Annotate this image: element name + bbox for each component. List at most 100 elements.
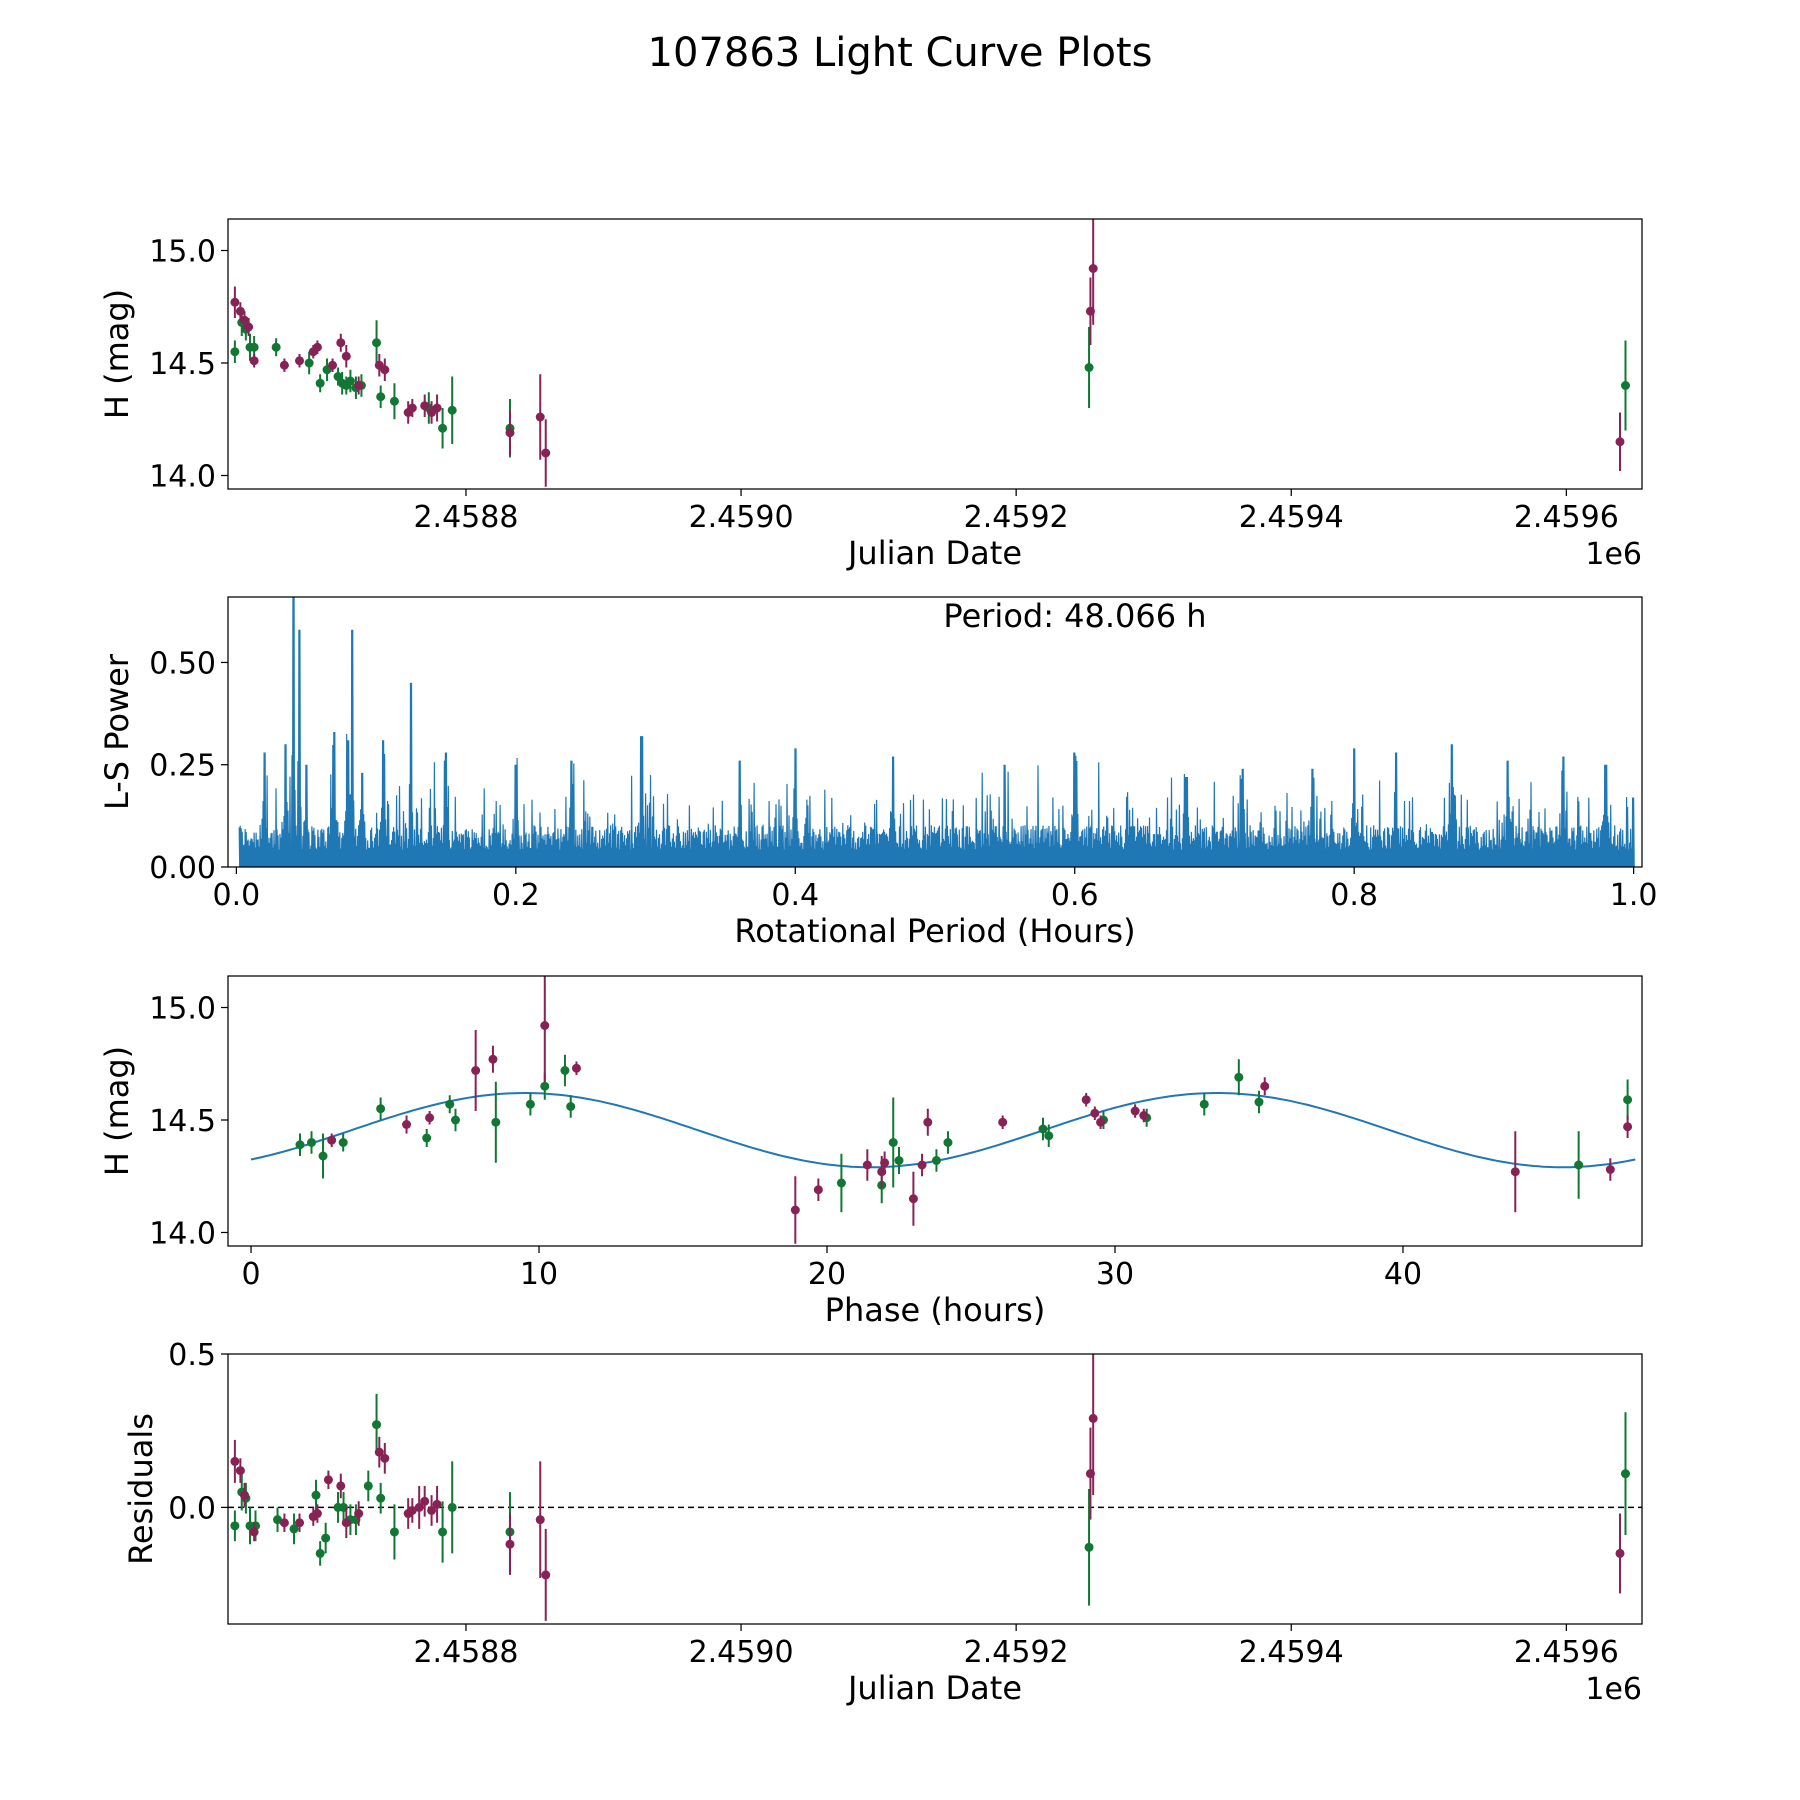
data-point	[888, 1138, 898, 1147]
data-point	[790, 1205, 800, 1215]
data-point	[312, 1509, 322, 1519]
data-point	[491, 1117, 501, 1127]
data-point	[295, 356, 305, 366]
data-point	[279, 360, 289, 370]
data-point	[315, 1548, 325, 1558]
y-tick-label: 0.5	[168, 1338, 216, 1373]
data-point	[327, 1135, 337, 1145]
data-point	[505, 428, 515, 438]
plot-area	[228, 1354, 1642, 1621]
x-tick-label: 2.4588	[413, 500, 518, 535]
data-point	[420, 401, 430, 411]
data-point	[414, 1502, 424, 1512]
data-point	[1574, 1160, 1584, 1170]
data-point	[249, 342, 259, 352]
x-tick-label: 2.4596	[1514, 1635, 1619, 1670]
data-point	[1254, 1097, 1264, 1107]
data-point	[389, 396, 399, 406]
data-point	[333, 372, 343, 381]
data-point	[315, 378, 325, 388]
data-point	[328, 360, 338, 370]
periodogram-line	[238, 597, 1635, 867]
data-point	[307, 1138, 317, 1147]
data-point	[244, 322, 254, 332]
plot-area	[230, 219, 1630, 487]
data-point	[372, 338, 382, 348]
y-axis-label: H (mag)	[98, 289, 136, 419]
data-point	[566, 1102, 576, 1111]
x-tick-label: 2.4590	[689, 1635, 794, 1670]
x-tick-label: 2.4594	[1239, 500, 1344, 535]
data-point	[271, 342, 281, 352]
data-point	[471, 1066, 481, 1075]
x-tick-label: 0.4	[771, 878, 819, 913]
data-point	[432, 403, 442, 413]
data-point	[389, 1527, 399, 1537]
x-tick-label: 10	[520, 1257, 558, 1292]
data-point	[295, 1140, 305, 1150]
chart-panel-residuals: 2.4588 2.4590 2.4592 2.4594 2.4596 0.0 0.5 Juli…	[122, 1338, 1643, 1707]
data-point	[560, 1066, 570, 1075]
data-point	[249, 1527, 259, 1537]
data-point	[505, 1539, 515, 1549]
data-point	[1260, 1081, 1270, 1091]
data-point	[923, 1117, 933, 1127]
data-point	[240, 315, 250, 325]
model-curve	[250, 1092, 1636, 1169]
x-tick-label: 1.0	[1610, 878, 1658, 913]
data-point	[1234, 1072, 1244, 1082]
data-point	[376, 1493, 386, 1503]
data-point	[318, 1151, 328, 1161]
chart-panel-periodogram: 0.0 0.2 0.4 0.6 0.8 1.0 0.00 0.25 0.50 Rotational…	[98, 596, 1658, 950]
data-point	[1615, 437, 1625, 447]
x-tick-label: 2.4592	[964, 500, 1069, 535]
y-tick-label: 0.50	[149, 646, 216, 681]
data-point	[1620, 1469, 1630, 1479]
data-point	[1088, 1413, 1098, 1423]
data-point	[1199, 1099, 1209, 1109]
data-point	[836, 1178, 846, 1188]
data-point	[432, 1499, 442, 1509]
y-tick-label: 14.0	[149, 460, 216, 495]
x-tick-label: 0.0	[213, 878, 261, 913]
y-tick-label: 14.5	[149, 1104, 216, 1139]
period-annotation: Period: 48.066 h	[943, 597, 1206, 635]
y-axis-label: H (mag)	[98, 1046, 136, 1176]
y-tick-label: 14.0	[149, 1217, 216, 1252]
data-point	[1081, 1095, 1091, 1105]
data-point	[311, 1490, 321, 1500]
data-point	[304, 358, 314, 368]
y-tick-label: 15.0	[149, 235, 216, 270]
y-tick-label: 14.5	[149, 347, 216, 382]
data-point	[235, 306, 245, 316]
data-point	[438, 423, 448, 433]
data-point	[336, 1481, 346, 1491]
data-point	[880, 1158, 890, 1168]
data-point	[813, 1185, 823, 1195]
data-point	[438, 1527, 448, 1537]
data-point	[447, 405, 457, 415]
data-point	[541, 1570, 551, 1580]
y-axis-label: Residuals	[122, 1413, 160, 1565]
data-point	[336, 338, 346, 348]
panels: 2.4588 2.4590 2.4592 2.4594 2.4596 14.0 14.5 15…	[98, 218, 1658, 1707]
data-point	[917, 1160, 927, 1170]
data-point	[422, 1133, 432, 1143]
x-axis-label: Phase (hours)	[825, 1291, 1046, 1329]
data-point	[1084, 363, 1094, 372]
x-tick-label: 2.4592	[964, 1635, 1069, 1670]
x-tick-label: 2.4590	[689, 500, 794, 535]
data-point	[372, 1420, 382, 1430]
data-point	[1623, 1095, 1633, 1105]
x-axis-label: Julian Date	[846, 1669, 1022, 1707]
data-point	[235, 1466, 245, 1476]
data-point	[447, 1502, 457, 1512]
chart-panel-light-curve: 2.4588 2.4590 2.4592 2.4594 2.4596 14.0 14.5 15…	[98, 218, 1643, 572]
data-point	[488, 1054, 498, 1064]
data-point	[1038, 1124, 1048, 1134]
y-tick-label: 0.00	[149, 851, 216, 886]
data-point	[525, 1099, 535, 1109]
data-point	[445, 1099, 455, 1109]
data-point	[427, 1505, 437, 1515]
